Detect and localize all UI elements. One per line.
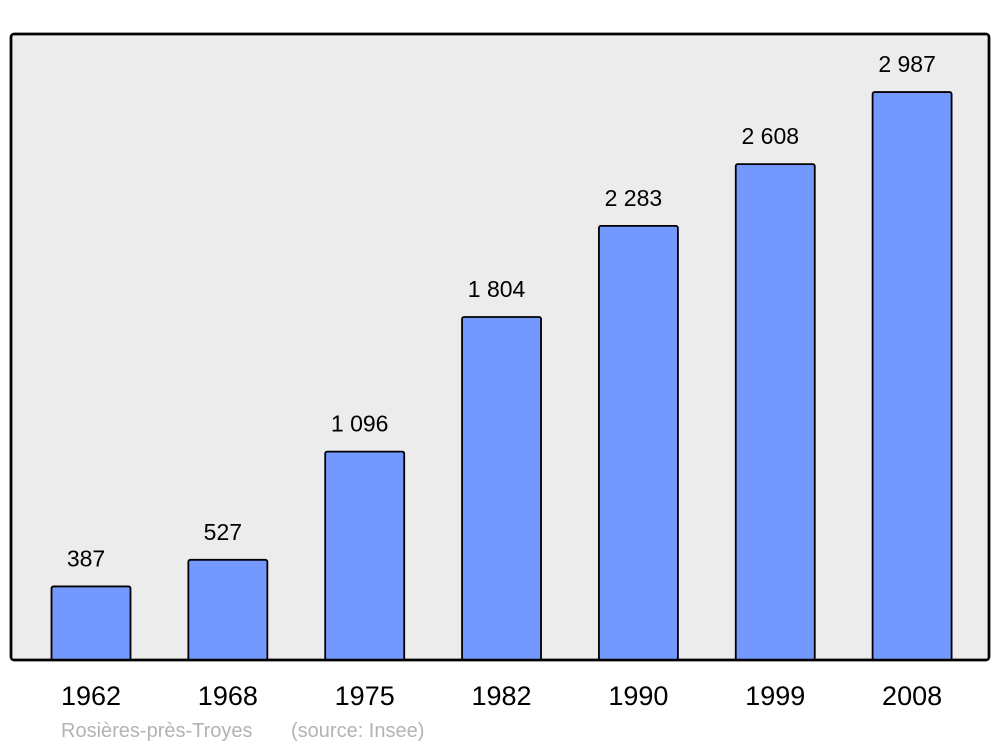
x-tick-label: 1968: [198, 681, 258, 711]
bar-1975: [324, 450, 406, 661]
bar-2008: [871, 91, 953, 661]
bar-1968: [187, 558, 269, 661]
value-label: 2 608: [741, 123, 799, 149]
x-tick-label: 1975: [335, 681, 395, 711]
caption-source: (source: Insee): [291, 720, 424, 742]
x-tick-label: 1982: [472, 681, 532, 711]
x-tick-label: 1962: [61, 681, 121, 711]
x-tick-label: 1999: [745, 681, 805, 711]
x-tick-label: 1990: [608, 681, 668, 711]
bar-1982: [461, 316, 542, 661]
plot-frame: [9, 32, 991, 662]
bar-1990: [598, 225, 679, 661]
value-label: 1 804: [468, 276, 526, 302]
bar-1962: [50, 585, 132, 661]
value-label: 1 096: [331, 411, 389, 437]
value-label: 527: [204, 519, 242, 545]
x-tick-label: 2008: [882, 681, 942, 711]
value-label: 2 283: [605, 185, 663, 211]
value-label: 2 987: [878, 51, 936, 77]
caption-place: Rosières-près-Troyes: [61, 720, 253, 742]
value-label: 387: [67, 545, 105, 571]
bar-1999: [734, 163, 816, 661]
